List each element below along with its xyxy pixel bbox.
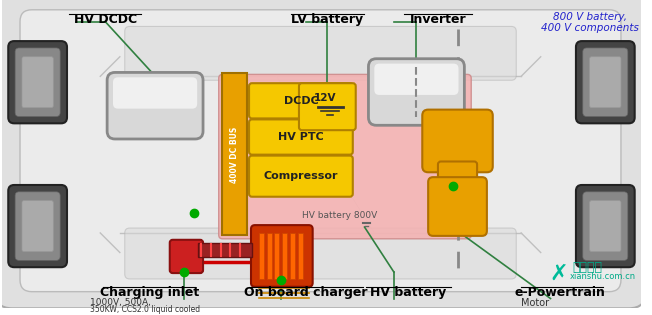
FancyBboxPatch shape <box>15 192 60 261</box>
FancyBboxPatch shape <box>0 0 646 308</box>
Text: 12V: 12V <box>314 93 336 103</box>
FancyBboxPatch shape <box>22 57 53 108</box>
FancyBboxPatch shape <box>22 201 53 252</box>
Text: Inverter: Inverter <box>409 13 466 26</box>
Text: e-Powertrain: e-Powertrain <box>515 286 606 299</box>
FancyBboxPatch shape <box>125 26 516 80</box>
Text: HV battery 800V: HV battery 800V <box>303 211 378 220</box>
Text: 1000V, 500A,: 1000V, 500A, <box>91 298 151 306</box>
Text: Charging inlet: Charging inlet <box>100 286 199 299</box>
FancyBboxPatch shape <box>438 162 477 187</box>
FancyBboxPatch shape <box>428 177 487 236</box>
FancyBboxPatch shape <box>218 74 471 239</box>
Bar <box>282 233 288 279</box>
Bar <box>298 233 303 279</box>
Text: HV DCDC: HV DCDC <box>74 13 137 26</box>
FancyBboxPatch shape <box>368 59 464 125</box>
FancyBboxPatch shape <box>583 192 628 261</box>
FancyBboxPatch shape <box>589 201 621 252</box>
Text: Motor: Motor <box>521 298 549 307</box>
FancyBboxPatch shape <box>299 83 356 130</box>
FancyBboxPatch shape <box>113 77 197 109</box>
FancyBboxPatch shape <box>125 228 516 279</box>
FancyBboxPatch shape <box>589 57 621 108</box>
FancyBboxPatch shape <box>5 2 638 306</box>
Text: HV PTC: HV PTC <box>278 132 324 142</box>
Text: LV battery: LV battery <box>291 13 363 26</box>
Text: On board charger: On board charger <box>244 286 368 299</box>
Text: DCDC: DCDC <box>284 96 318 106</box>
Text: HV battery: HV battery <box>370 286 447 299</box>
Text: 线束未来: 线束未来 <box>572 261 602 274</box>
FancyBboxPatch shape <box>583 48 628 117</box>
Text: Compressor: Compressor <box>263 171 338 181</box>
FancyBboxPatch shape <box>8 185 67 267</box>
Bar <box>274 233 280 279</box>
FancyBboxPatch shape <box>107 72 203 139</box>
Text: 350KW, CCS2.0 liquid cooled: 350KW, CCS2.0 liquid cooled <box>91 305 201 314</box>
Bar <box>198 243 252 257</box>
Bar <box>222 73 247 235</box>
FancyBboxPatch shape <box>422 110 493 172</box>
FancyBboxPatch shape <box>249 156 353 197</box>
FancyBboxPatch shape <box>249 83 353 118</box>
FancyBboxPatch shape <box>15 48 60 117</box>
FancyBboxPatch shape <box>576 185 634 267</box>
FancyBboxPatch shape <box>374 64 458 95</box>
FancyBboxPatch shape <box>249 119 353 155</box>
Text: 800 V battery,
400 V components: 800 V battery, 400 V components <box>541 12 638 33</box>
Bar <box>290 233 295 279</box>
FancyBboxPatch shape <box>576 41 634 123</box>
FancyBboxPatch shape <box>251 225 313 287</box>
Bar <box>267 233 271 279</box>
Text: ✗: ✗ <box>549 264 568 284</box>
FancyBboxPatch shape <box>20 10 621 292</box>
FancyBboxPatch shape <box>170 240 203 273</box>
Text: xianshu.com.cn: xianshu.com.cn <box>570 272 636 281</box>
Text: 400V DC BUS: 400V DC BUS <box>230 127 239 183</box>
FancyBboxPatch shape <box>8 41 67 123</box>
Bar <box>259 233 263 279</box>
